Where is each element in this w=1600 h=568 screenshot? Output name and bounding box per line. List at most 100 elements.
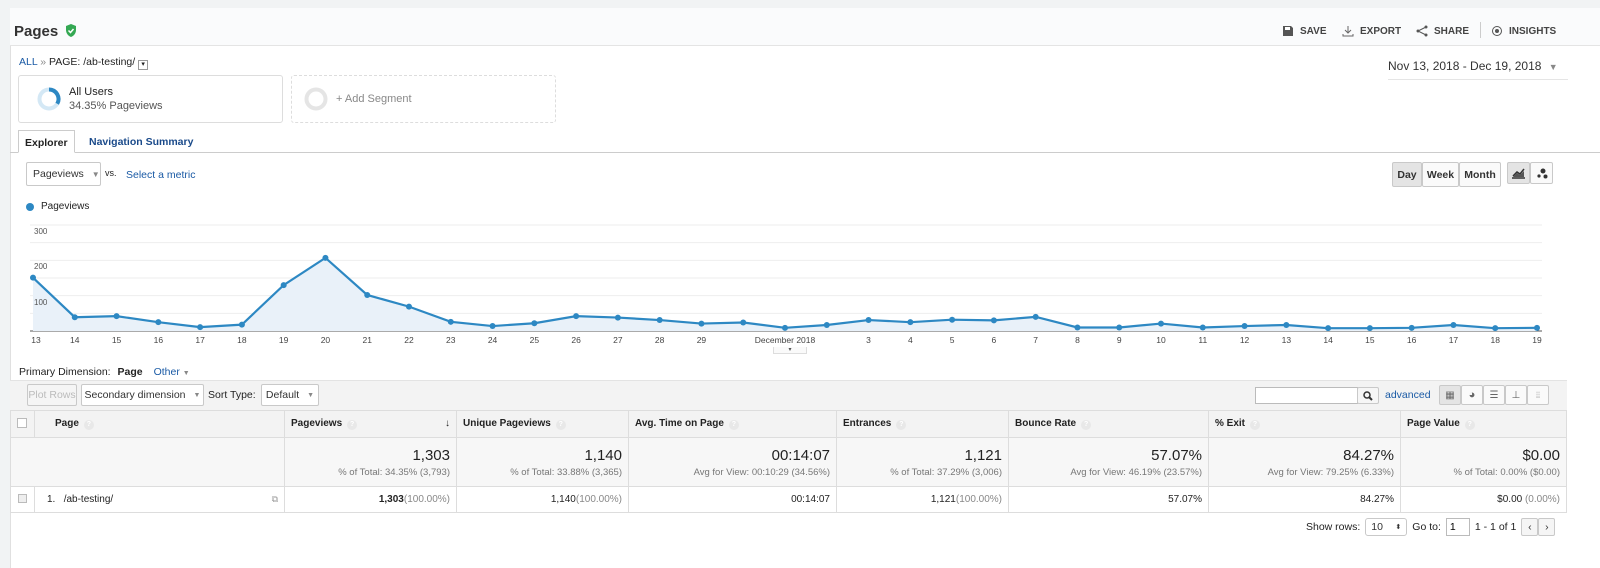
data-point[interactable] — [1241, 323, 1248, 330]
goto-page-input[interactable] — [1445, 518, 1470, 536]
table-view-button[interactable]: ▦ — [1439, 385, 1461, 405]
data-point[interactable] — [865, 317, 872, 324]
data-point[interactable] — [531, 320, 538, 327]
data-point[interactable] — [1534, 324, 1540, 331]
metric-select[interactable]: Pageviews ▼ — [26, 162, 101, 186]
x-tick-label: 13 — [1281, 335, 1292, 345]
select-all-checkbox[interactable] — [17, 417, 27, 428]
chart-legend: Pageviews — [26, 201, 89, 212]
motion-chart-button[interactable] — [1530, 162, 1553, 184]
data-point[interactable] — [1325, 325, 1332, 332]
data-point[interactable] — [1074, 324, 1081, 331]
share-button[interactable]: SHARE — [1416, 25, 1469, 37]
col-unique-pageviews[interactable]: Unique Pageviews? — [456, 410, 629, 438]
tab-navigation-summary[interactable]: Navigation Summary — [89, 136, 194, 148]
data-point[interactable] — [1199, 324, 1206, 331]
col-bounce-rate[interactable]: Bounce Rate? — [1008, 410, 1209, 438]
col-page-value[interactable]: Page Value? — [1400, 410, 1567, 438]
chevron-right-icon: › — [1545, 521, 1549, 533]
data-point[interactable] — [823, 321, 830, 328]
x-tick-label: 8 — [1075, 335, 1080, 345]
table-header-row: Page? Pageviews? ↓ Unique Pageviews? Avg.… — [10, 410, 1567, 438]
data-point[interactable] — [1032, 313, 1039, 320]
totals-row: 1,303% of Total: 34.35% (3,793) 1,140% o… — [10, 437, 1567, 487]
table-search-input[interactable] — [1255, 387, 1358, 404]
data-point[interactable] — [238, 321, 245, 328]
data-point[interactable] — [406, 303, 412, 310]
col-page[interactable]: Page? — [34, 410, 285, 438]
data-point[interactable] — [1366, 325, 1373, 332]
sort-type-select[interactable]: Default ▼ — [261, 384, 319, 406]
chart-collapse-toggle[interactable]: ▾ — [773, 347, 807, 354]
prev-page-button[interactable]: ‹ — [1521, 518, 1539, 536]
x-tick-label: 7 — [1033, 335, 1039, 345]
data-point[interactable] — [197, 324, 204, 331]
data-point[interactable] — [907, 319, 914, 326]
month-button[interactable]: Month — [1459, 162, 1501, 187]
next-page-button[interactable]: › — [1538, 518, 1556, 536]
x-tick-label: 16 — [153, 335, 164, 345]
select-metric-link[interactable]: Select a metric — [126, 169, 196, 181]
data-point[interactable] — [280, 282, 287, 289]
data-point[interactable] — [656, 317, 663, 324]
secondary-dimension-select[interactable]: Secondary dimension ▼ — [81, 384, 204, 406]
line-chart-button[interactable] — [1507, 162, 1530, 184]
data-point[interactable] — [740, 319, 747, 326]
data-point[interactable] — [113, 313, 120, 320]
show-rows-select[interactable]: 10 ⬍ — [1365, 518, 1408, 536]
data-point[interactable] — [322, 254, 329, 261]
data-point[interactable] — [1158, 320, 1164, 327]
col-pageviews[interactable]: Pageviews? ↓ — [284, 410, 457, 438]
dimension-other[interactable]: Other ▼ — [153, 366, 190, 378]
data-point[interactable] — [30, 274, 36, 281]
pie-chart-icon: ◕ — [1468, 389, 1476, 401]
performance-view-button[interactable]: ☰ — [1483, 385, 1505, 405]
data-point[interactable] — [990, 317, 997, 324]
report-header — [10, 8, 1600, 46]
y-tick-label: 300 — [34, 227, 48, 236]
data-point[interactable] — [447, 318, 454, 325]
day-button[interactable]: Day — [1392, 162, 1422, 187]
x-tick-label: 20 — [320, 335, 331, 345]
data-point[interactable] — [782, 324, 788, 331]
data-point[interactable] — [1116, 324, 1123, 331]
open-page-icon[interactable]: ⧉ — [271, 494, 278, 504]
data-point[interactable] — [573, 313, 580, 320]
chevron-down-icon: ▼ — [1548, 62, 1558, 72]
save-button[interactable]: SAVE — [1282, 25, 1327, 37]
pivot-view-button[interactable]: ⦙⦙ — [1527, 385, 1549, 405]
x-tick-label: 9 — [1116, 335, 1122, 345]
data-point[interactable] — [698, 320, 705, 327]
row-page-link[interactable]: /ab-testing/ — [63, 494, 114, 505]
plot-rows-button[interactable]: Plot Rows — [27, 384, 77, 406]
advanced-filter-link[interactable]: advanced — [1385, 389, 1431, 401]
segment-all-users[interactable]: All Users 34.35% Pageviews — [18, 75, 283, 123]
week-button[interactable]: Week — [1422, 162, 1459, 187]
insights-button[interactable]: INSIGHTS — [1491, 25, 1556, 37]
tab-explorer[interactable]: Explorer — [18, 130, 75, 153]
data-point[interactable] — [364, 291, 371, 298]
col-avg-time[interactable]: Avg. Time on Page? — [628, 410, 837, 438]
data-point[interactable] — [1450, 321, 1457, 328]
data-point[interactable] — [949, 316, 956, 323]
data-point[interactable] — [71, 314, 78, 321]
breadcrumb-all[interactable]: ALL — [19, 56, 38, 68]
comparison-view-button[interactable]: ⊥ — [1505, 385, 1527, 405]
row-checkbox[interactable] — [18, 493, 27, 503]
data-point[interactable] — [614, 314, 621, 321]
data-point[interactable] — [155, 319, 162, 326]
page-dropdown-toggle[interactable]: ▾ — [138, 60, 149, 70]
data-point[interactable] — [1492, 325, 1499, 332]
date-range-picker[interactable]: Nov 13, 2018 - Dec 19, 2018 ▼ — [1388, 59, 1568, 80]
search-button[interactable] — [1357, 387, 1379, 404]
col-entrances[interactable]: Entrances? — [836, 410, 1009, 438]
dimension-page[interactable]: Page — [117, 366, 143, 378]
pie-view-button[interactable]: ◕ — [1461, 385, 1483, 405]
export-button[interactable]: EXPORT — [1342, 25, 1401, 37]
data-point[interactable] — [1283, 321, 1290, 328]
help-icon: ? — [1464, 420, 1475, 430]
add-segment-button[interactable]: + Add Segment — [291, 75, 556, 123]
data-point[interactable] — [489, 323, 496, 330]
data-point[interactable] — [1408, 324, 1415, 331]
col-exit[interactable]: % Exit? — [1208, 410, 1401, 438]
